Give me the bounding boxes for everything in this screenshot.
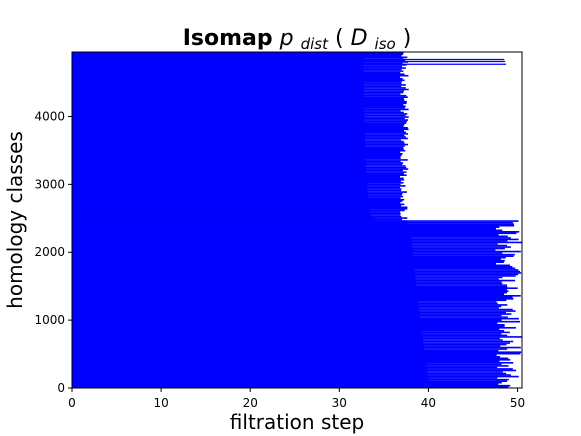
x-axis-ticks: 0 10 20 30 40 50 <box>68 388 525 410</box>
plot-frame <box>71 51 523 389</box>
x-tick-label: 20 <box>243 396 258 410</box>
y-tick-label: 2000 <box>34 245 65 259</box>
title-bold-text: Isomap <box>183 26 273 51</box>
y-axis-ticks: 0 1000 2000 3000 4000 <box>34 109 72 395</box>
x-tick-label: 40 <box>421 396 436 410</box>
bars-layer <box>72 51 522 389</box>
y-axis-label: homology classes <box>3 131 27 309</box>
chart-title: Isomap p dist ( D iso ) <box>183 26 412 55</box>
x-tick-label: 0 <box>68 396 76 410</box>
title-math-p: p <box>279 26 294 51</box>
y-tick-label: 4000 <box>34 109 65 123</box>
outlier-bars-layer <box>72 58 506 65</box>
y-tick-label: 0 <box>57 381 65 395</box>
title-math-close: ) <box>403 26 412 51</box>
title-math-open: ( <box>335 26 344 51</box>
y-tick-label: 3000 <box>34 177 65 191</box>
title-math-d-sub: iso <box>375 35 396 53</box>
title-math-d: D <box>351 26 368 51</box>
x-tick-label: 50 <box>510 396 525 410</box>
y-tick-label: 1000 <box>34 313 65 327</box>
x-tick-label: 30 <box>332 396 347 410</box>
x-axis-label: filtration step <box>230 410 364 434</box>
x-tick-label: 10 <box>153 396 168 410</box>
title-math-p-sub: dist <box>301 35 330 53</box>
